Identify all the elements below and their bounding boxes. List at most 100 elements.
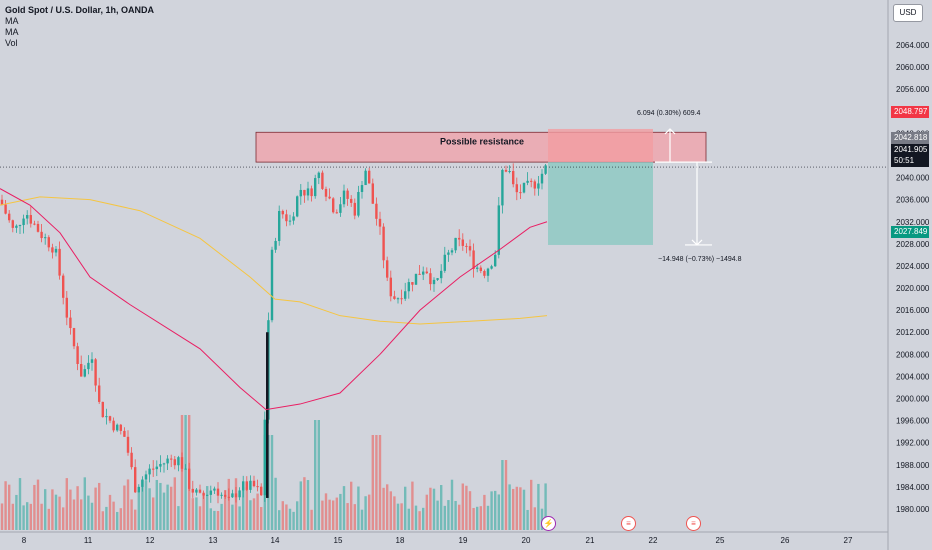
volume-bar — [479, 506, 482, 530]
us-flag-icon[interactable]: ≡ — [686, 516, 701, 531]
volume-bar — [472, 507, 475, 530]
candle-body — [540, 173, 544, 184]
candle-body — [198, 489, 202, 493]
breakout-candle — [266, 332, 269, 498]
volume-bar — [213, 510, 216, 530]
candle-body — [51, 247, 54, 253]
candle-body — [429, 273, 432, 285]
volume-bar — [375, 435, 378, 530]
candle-body — [400, 298, 403, 300]
volume-bar — [173, 477, 176, 530]
lightning-icon[interactable]: ⚡ — [541, 516, 556, 531]
volume-indicator-label[interactable]: Vol — [5, 38, 18, 48]
volume-bar — [65, 478, 68, 530]
candle-body — [188, 468, 191, 489]
volume-bar — [339, 493, 342, 530]
bar-countdown-tag: 50:51 — [891, 155, 929, 167]
volume-bar — [231, 504, 234, 530]
volume-bar — [299, 481, 302, 530]
volume-bar — [180, 415, 184, 530]
y-tick-label: 2060.000 — [896, 63, 930, 72]
candle-body — [328, 196, 331, 199]
candle-body — [350, 198, 353, 203]
volume-bar — [94, 487, 97, 530]
candle-body — [346, 190, 349, 199]
volume-bar — [292, 511, 295, 530]
candle-body — [317, 172, 320, 179]
volume-bar — [285, 504, 288, 530]
y-tick-label: 2036.000 — [896, 196, 930, 205]
candle-body — [162, 463, 166, 465]
candle-body — [278, 210, 281, 241]
candle-body — [144, 474, 148, 480]
y-tick-label: 2040.000 — [896, 174, 930, 183]
x-tick-label: 19 — [459, 536, 468, 545]
volume-bar — [166, 484, 169, 530]
candle-body — [396, 298, 400, 300]
volume-bar — [227, 478, 230, 530]
candle-body — [256, 486, 259, 488]
candle-body — [29, 215, 32, 224]
volume-bar — [234, 478, 238, 530]
ma-indicator-label-1[interactable]: MA — [5, 16, 19, 26]
candle-body — [483, 271, 486, 276]
volume-bar — [274, 477, 277, 530]
volume-bar — [447, 500, 450, 530]
candle-body — [476, 267, 479, 269]
candle-body — [213, 488, 216, 491]
volume-bar — [76, 486, 79, 530]
resistance-label: Possible resistance — [440, 136, 524, 146]
x-tick-label: 12 — [146, 536, 155, 545]
us-flag-icon[interactable]: ≡ — [621, 516, 636, 531]
volume-bar — [378, 435, 382, 530]
candle-body — [0, 199, 4, 205]
candle-body — [15, 225, 18, 228]
candle-body — [468, 246, 472, 251]
candle-body — [386, 260, 389, 278]
candle-body — [371, 183, 374, 204]
candle-body — [238, 490, 241, 498]
volume-bar — [159, 482, 162, 530]
candle-body — [98, 385, 101, 402]
volume-bar — [0, 503, 4, 530]
candle-body — [245, 481, 248, 490]
candle-body — [508, 171, 511, 173]
target-price-tag: 2048.797 — [891, 106, 929, 118]
candle-body — [152, 468, 155, 470]
candle-body — [332, 198, 335, 213]
volume-bar — [501, 460, 504, 530]
volume-bar — [418, 511, 421, 530]
y-tick-label: 2064.000 — [896, 41, 930, 50]
volume-bar — [33, 484, 36, 530]
candle-body — [47, 237, 50, 248]
volume-bar — [22, 505, 25, 530]
volume-bar — [465, 485, 468, 530]
volume-bar — [371, 435, 374, 530]
volume-bar — [148, 488, 151, 530]
volume-bar — [108, 494, 112, 530]
volume-bar — [80, 499, 83, 530]
volume-bar — [404, 486, 407, 530]
legend: Gold Spot / U.S. Dollar, 1h, OANDA MA MA… — [5, 5, 154, 49]
currency-button[interactable]: USD — [893, 4, 923, 22]
candle-body — [249, 480, 252, 490]
candle-body — [490, 266, 493, 269]
volume-bar — [324, 493, 328, 530]
candle-body — [515, 184, 518, 193]
y-tick-label: 1992.000 — [896, 439, 930, 448]
candle-body — [58, 248, 61, 276]
candle-body — [324, 188, 328, 197]
volume-bar — [224, 490, 227, 530]
volume-bar — [209, 508, 212, 530]
volume-bar — [83, 477, 86, 530]
upper-measure-text: 6.094 (0.30%) 609.4 — [637, 110, 701, 117]
ma-indicator-label-2[interactable]: MA — [5, 27, 19, 37]
candle-body — [465, 245, 468, 247]
candle-body — [288, 220, 292, 222]
candle-body — [321, 172, 324, 189]
volume-bar — [450, 479, 454, 530]
volume-bar — [468, 491, 472, 530]
upper-arrow-head — [664, 128, 676, 135]
volume-bar — [364, 496, 367, 530]
